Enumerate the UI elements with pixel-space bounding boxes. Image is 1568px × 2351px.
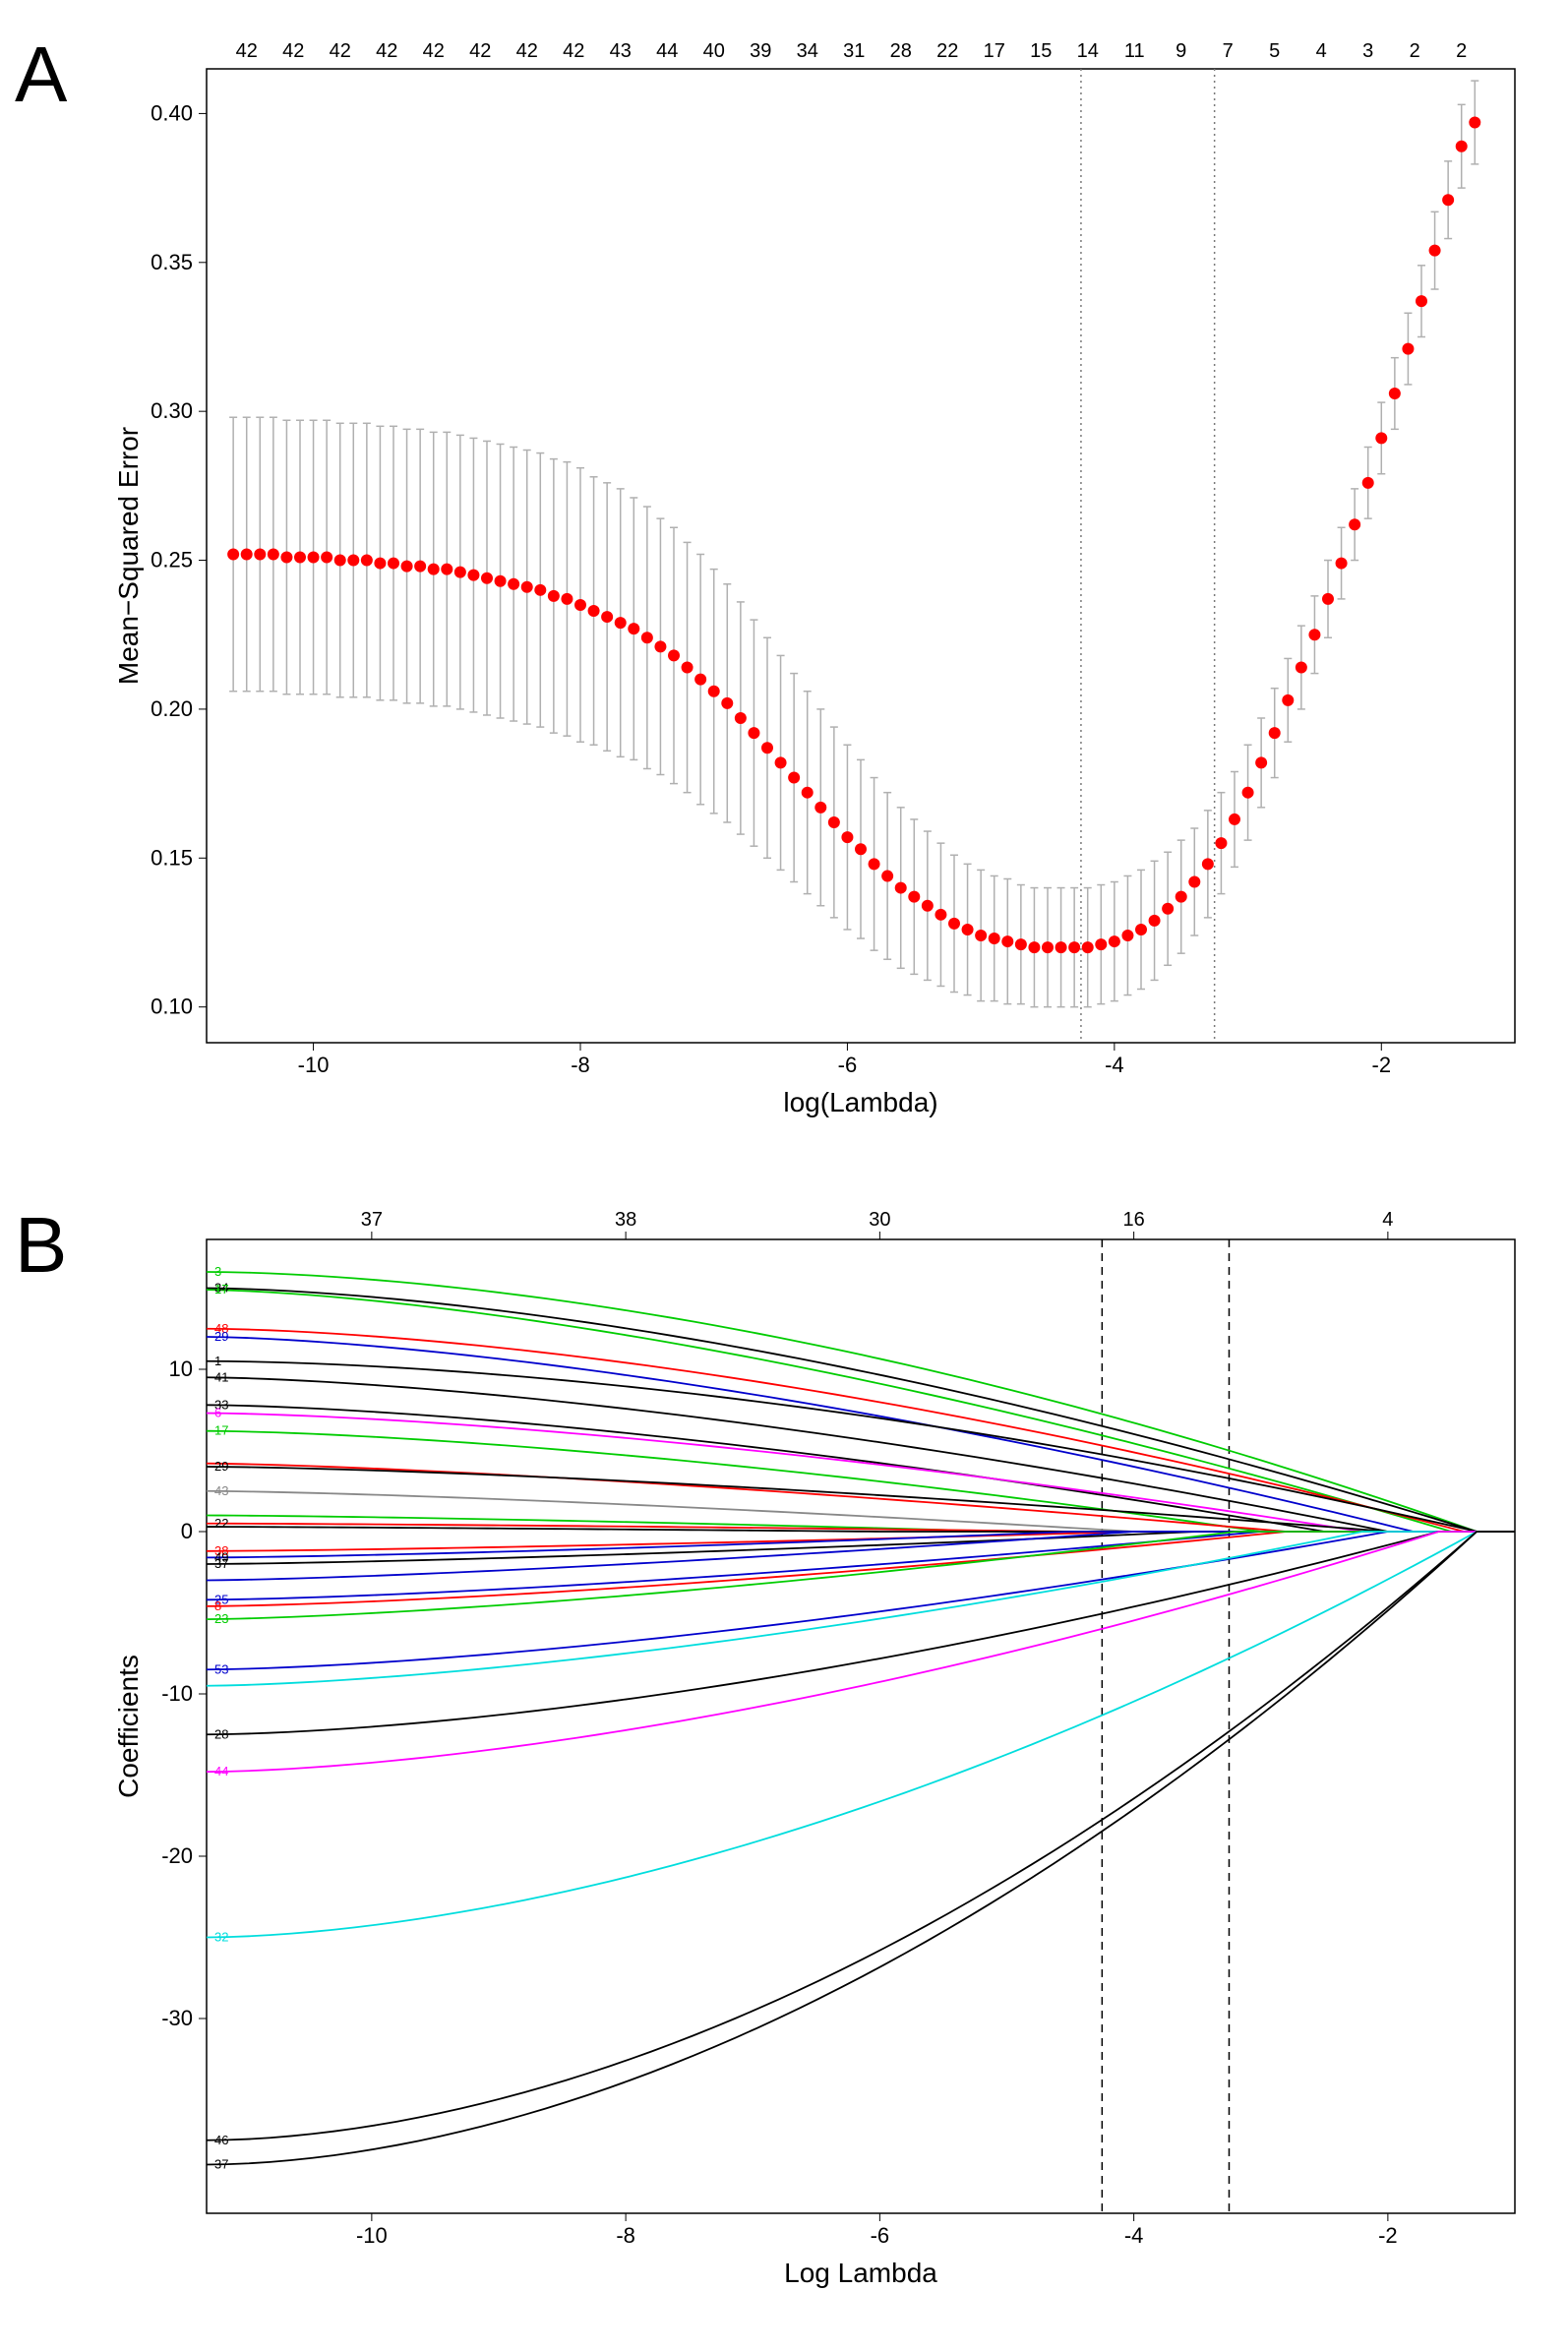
svg-text:2: 2 xyxy=(1410,40,1420,62)
panel-b-label: B xyxy=(15,1200,67,1291)
svg-text:42: 42 xyxy=(330,40,351,62)
svg-text:32: 32 xyxy=(214,1930,228,1945)
svg-text:43: 43 xyxy=(610,40,632,62)
svg-text:-4: -4 xyxy=(1105,1053,1124,1077)
svg-text:-2: -2 xyxy=(1372,1053,1392,1077)
svg-text:23: 23 xyxy=(214,1611,228,1626)
svg-text:-10: -10 xyxy=(298,1053,330,1077)
svg-text:44: 44 xyxy=(656,40,678,62)
svg-text:11: 11 xyxy=(1124,40,1145,62)
svg-text:-10: -10 xyxy=(161,1681,193,1706)
svg-text:-4: -4 xyxy=(1124,2223,1144,2248)
svg-text:9: 9 xyxy=(1176,40,1186,62)
svg-text:28: 28 xyxy=(214,1726,228,1741)
svg-text:0.40: 0.40 xyxy=(151,100,193,125)
svg-text:41: 41 xyxy=(214,1369,228,1384)
svg-text:0.15: 0.15 xyxy=(151,845,193,870)
svg-text:1: 1 xyxy=(214,1354,221,1368)
svg-text:-8: -8 xyxy=(571,1053,590,1077)
svg-text:53: 53 xyxy=(214,1661,228,1676)
svg-text:39: 39 xyxy=(750,40,771,62)
svg-text:0.20: 0.20 xyxy=(151,696,193,721)
svg-text:14: 14 xyxy=(1077,40,1099,62)
panel-a-chart: 0.10 0.15 0.20 0.25 0.30 0.35 0.40 -10 -8 -6 -4 -2 l… xyxy=(108,30,1535,1131)
svg-text:Coefficients: Coefficients xyxy=(113,1655,144,1798)
svg-text:0.35: 0.35 xyxy=(151,250,193,274)
svg-text:37: 37 xyxy=(361,1209,383,1231)
svg-text:0.10: 0.10 xyxy=(151,995,193,1019)
svg-text:-6: -6 xyxy=(838,1053,858,1077)
svg-text:4: 4 xyxy=(1316,40,1327,62)
figure-container: A B 0.100.150.200.250.300.350.40-10-8-6-… xyxy=(0,0,1568,2351)
svg-text:16: 16 xyxy=(1122,1209,1144,1231)
svg-text:30: 30 xyxy=(869,1209,890,1231)
svg-text:29: 29 xyxy=(214,1329,228,1344)
svg-text:42: 42 xyxy=(469,40,491,62)
svg-text:17: 17 xyxy=(214,1423,228,1438)
svg-text:-10: -10 xyxy=(356,2223,388,2248)
svg-text:10: 10 xyxy=(169,1356,193,1381)
svg-text:37: 37 xyxy=(214,2157,228,2172)
svg-text:42: 42 xyxy=(516,40,538,62)
svg-text:Mean−Squared Error: Mean−Squared Error xyxy=(113,427,144,685)
svg-text:22: 22 xyxy=(214,1516,228,1531)
svg-text:28: 28 xyxy=(890,40,912,62)
svg-text:40: 40 xyxy=(703,40,725,62)
svg-text:38: 38 xyxy=(615,1209,636,1231)
svg-text:42: 42 xyxy=(376,40,397,62)
svg-text:42: 42 xyxy=(282,40,304,62)
svg-text:4: 4 xyxy=(1382,1209,1393,1231)
panel-a-label: A xyxy=(15,30,67,120)
svg-text:22: 22 xyxy=(936,40,958,62)
svg-text:37: 37 xyxy=(214,1556,228,1571)
svg-text:5: 5 xyxy=(1269,40,1280,62)
svg-text:42: 42 xyxy=(563,40,584,62)
svg-text:34: 34 xyxy=(797,40,818,62)
svg-text:6: 6 xyxy=(214,1406,221,1420)
svg-text:-6: -6 xyxy=(871,2223,890,2248)
svg-text:42: 42 xyxy=(236,40,258,62)
svg-text:0.25: 0.25 xyxy=(151,548,193,573)
svg-text:46: 46 xyxy=(214,2133,228,2147)
svg-text:-20: -20 xyxy=(161,1843,193,1868)
svg-text:0: 0 xyxy=(181,1519,193,1543)
svg-text:29: 29 xyxy=(214,1459,228,1474)
svg-text:-2: -2 xyxy=(1378,2223,1398,2248)
svg-text:3: 3 xyxy=(214,1264,221,1279)
svg-text:7: 7 xyxy=(1223,40,1234,62)
svg-text:44: 44 xyxy=(214,1764,228,1778)
svg-text:43: 43 xyxy=(214,1483,228,1498)
svg-text:15: 15 xyxy=(1030,40,1052,62)
svg-text:-30: -30 xyxy=(161,2006,193,2030)
svg-text:31: 31 xyxy=(843,40,865,62)
svg-text:17: 17 xyxy=(984,40,1005,62)
svg-text:17: 17 xyxy=(214,1282,228,1296)
svg-text:Log Lambda: Log Lambda xyxy=(784,2258,937,2288)
svg-text:0.30: 0.30 xyxy=(151,398,193,423)
svg-text:2: 2 xyxy=(1456,40,1467,62)
svg-text:-8: -8 xyxy=(616,2223,635,2248)
svg-text:42: 42 xyxy=(423,40,445,62)
svg-text:log(Lambda): log(Lambda) xyxy=(783,1087,937,1117)
svg-text:3: 3 xyxy=(1362,40,1373,62)
panel-b-chart: -30 -20 -10 0 10 -10 -8 -6 -4 -2 Log Lambda Coeffic… xyxy=(108,1200,1535,2302)
